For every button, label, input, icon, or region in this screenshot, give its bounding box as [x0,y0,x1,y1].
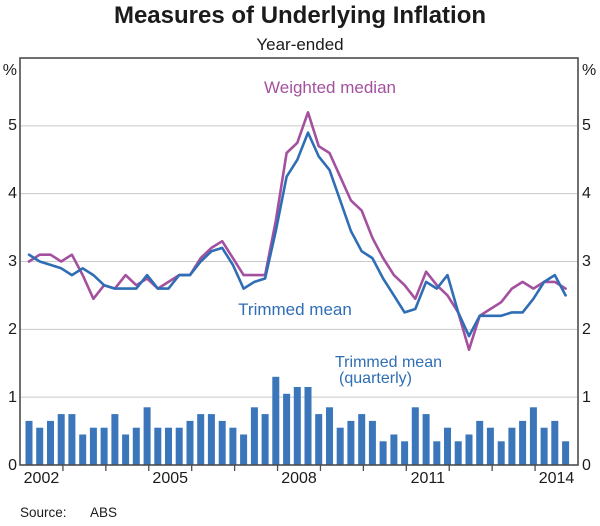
bar-trimmed-mean-quarterly [422,414,430,465]
bar-trimmed-mean-quarterly [562,441,570,465]
bar-trimmed-mean-quarterly [347,420,355,465]
trimmed-mean-line [27,131,567,338]
bar-trimmed-mean-quarterly [250,407,258,465]
bar-trimmed-mean-quarterly [68,414,76,465]
y-axis-label-left-1: 1 [8,388,17,406]
bar-trimmed-mean-quarterly [444,427,451,465]
bar-trimmed-mean-quarterly [197,414,205,465]
bar-trimmed-mean-quarterly [229,427,237,465]
bar-trimmed-mean-quarterly [175,427,183,465]
bar-trimmed-mean-quarterly [411,407,419,465]
bar-trimmed-mean-quarterly [326,407,333,465]
bar-trimmed-mean-quarterly [551,420,559,465]
y-axis-unit-right: % [582,62,597,79]
bar-trimmed-mean-quarterly [207,414,215,465]
y-axis-unit-left: % [2,62,17,79]
bar-trimmed-mean-quarterly [111,414,119,465]
bar-trimmed-mean-quarterly [433,441,441,465]
bar-trimmed-mean-quarterly [476,420,484,465]
bar-trimmed-mean-quarterly [519,420,527,465]
bar-trimmed-mean-quarterly [218,420,226,465]
bar-trimmed-mean-quarterly [100,427,108,465]
bar-trimmed-mean-quarterly [497,441,505,465]
bar-trimmed-mean-quarterly [465,434,473,465]
bar-trimmed-mean-quarterly [283,393,291,465]
bar-trimmed-mean-quarterly [79,434,87,465]
bar-trimmed-mean-quarterly [132,427,140,465]
bar-trimmed-mean-quarterly [304,387,312,465]
bar-trimmed-mean-quarterly [358,414,366,465]
bar-trimmed-mean-quarterly [315,414,323,465]
x-axis-label-2011: 2011 [410,470,445,487]
source-note: Source: ABS [20,505,117,520]
bar-trimmed-mean-quarterly [186,420,194,465]
bar-trimmed-mean-quarterly [165,427,172,465]
bar-trimmed-mean-quarterly [36,427,44,465]
y-axis-label-right-2: 2 [582,320,591,338]
bar-trimmed-mean-quarterly [379,441,387,465]
x-axis-label-2005: 2005 [152,470,189,487]
trimmed-mean-quarterly-label-line1: Trimmed mean [335,354,442,371]
trimmed-mean-quarterly-label: Trimmed mean (quarterly) [286,355,491,387]
bar-trimmed-mean-quarterly [486,427,494,465]
chart-title: Measures of Underlying Inflation [113,2,487,29]
bar-trimmed-mean-quarterly [529,407,537,465]
weighted-median-line [27,111,567,352]
source-label: Source: [20,505,67,520]
y-axis-label-right-0: 0 [582,456,591,474]
chart-subtitle: Year-ended [256,35,344,54]
bar-trimmed-mean-quarterly [368,420,376,465]
trimmed-mean-quarterly-label-line2: (quarterly) [339,370,412,387]
y-axis-label-right-4: 4 [582,185,591,203]
bar-trimmed-mean-quarterly [401,441,409,465]
bar-trimmed-mean-quarterly [272,376,280,465]
bar-trimmed-mean-quarterly [540,427,548,465]
plot-frame [19,57,579,466]
weighted-median-label: Weighted median [264,78,396,97]
bar-trimmed-mean-quarterly [454,441,462,465]
bar-trimmed-mean-quarterly [47,420,54,465]
y-axis-label-left-3: 3 [8,253,17,270]
y-axis-label-right-1: 1 [582,388,591,406]
bar-trimmed-mean-quarterly [57,414,65,465]
y-axis-label-left-0: 0 [8,456,17,474]
bar-trimmed-mean-quarterly [293,387,301,465]
y-axis-label-right-5: 5 [582,117,591,135]
x-axis-label-2008: 2008 [281,470,317,487]
bar-trimmed-mean-quarterly [261,414,269,465]
bar-trimmed-mean-quarterly [390,434,398,465]
bar-trimmed-mean-quarterly [240,434,248,465]
bar-trimmed-mean-quarterly [122,434,130,465]
x-axis-label-2002: 2002 [23,470,60,487]
y-axis-label-left-2: 2 [8,320,17,338]
bar-trimmed-mean-quarterly [508,427,516,465]
y-axis-label-right-3: 3 [582,253,591,270]
bar-trimmed-mean-quarterly [25,420,33,465]
x-axis-label-2014: 2014 [538,470,575,487]
y-axis-label-left-4: 4 [8,185,17,203]
trimmed-mean-label: Trimmed mean [238,300,352,319]
y-axis-label-left-5: 5 [8,117,17,135]
bar-trimmed-mean-quarterly [336,427,344,465]
source-value: ABS [90,505,118,520]
bar-trimmed-mean-quarterly [89,427,97,465]
bar-trimmed-mean-quarterly [143,407,151,465]
bar-trimmed-mean-quarterly [154,427,162,465]
